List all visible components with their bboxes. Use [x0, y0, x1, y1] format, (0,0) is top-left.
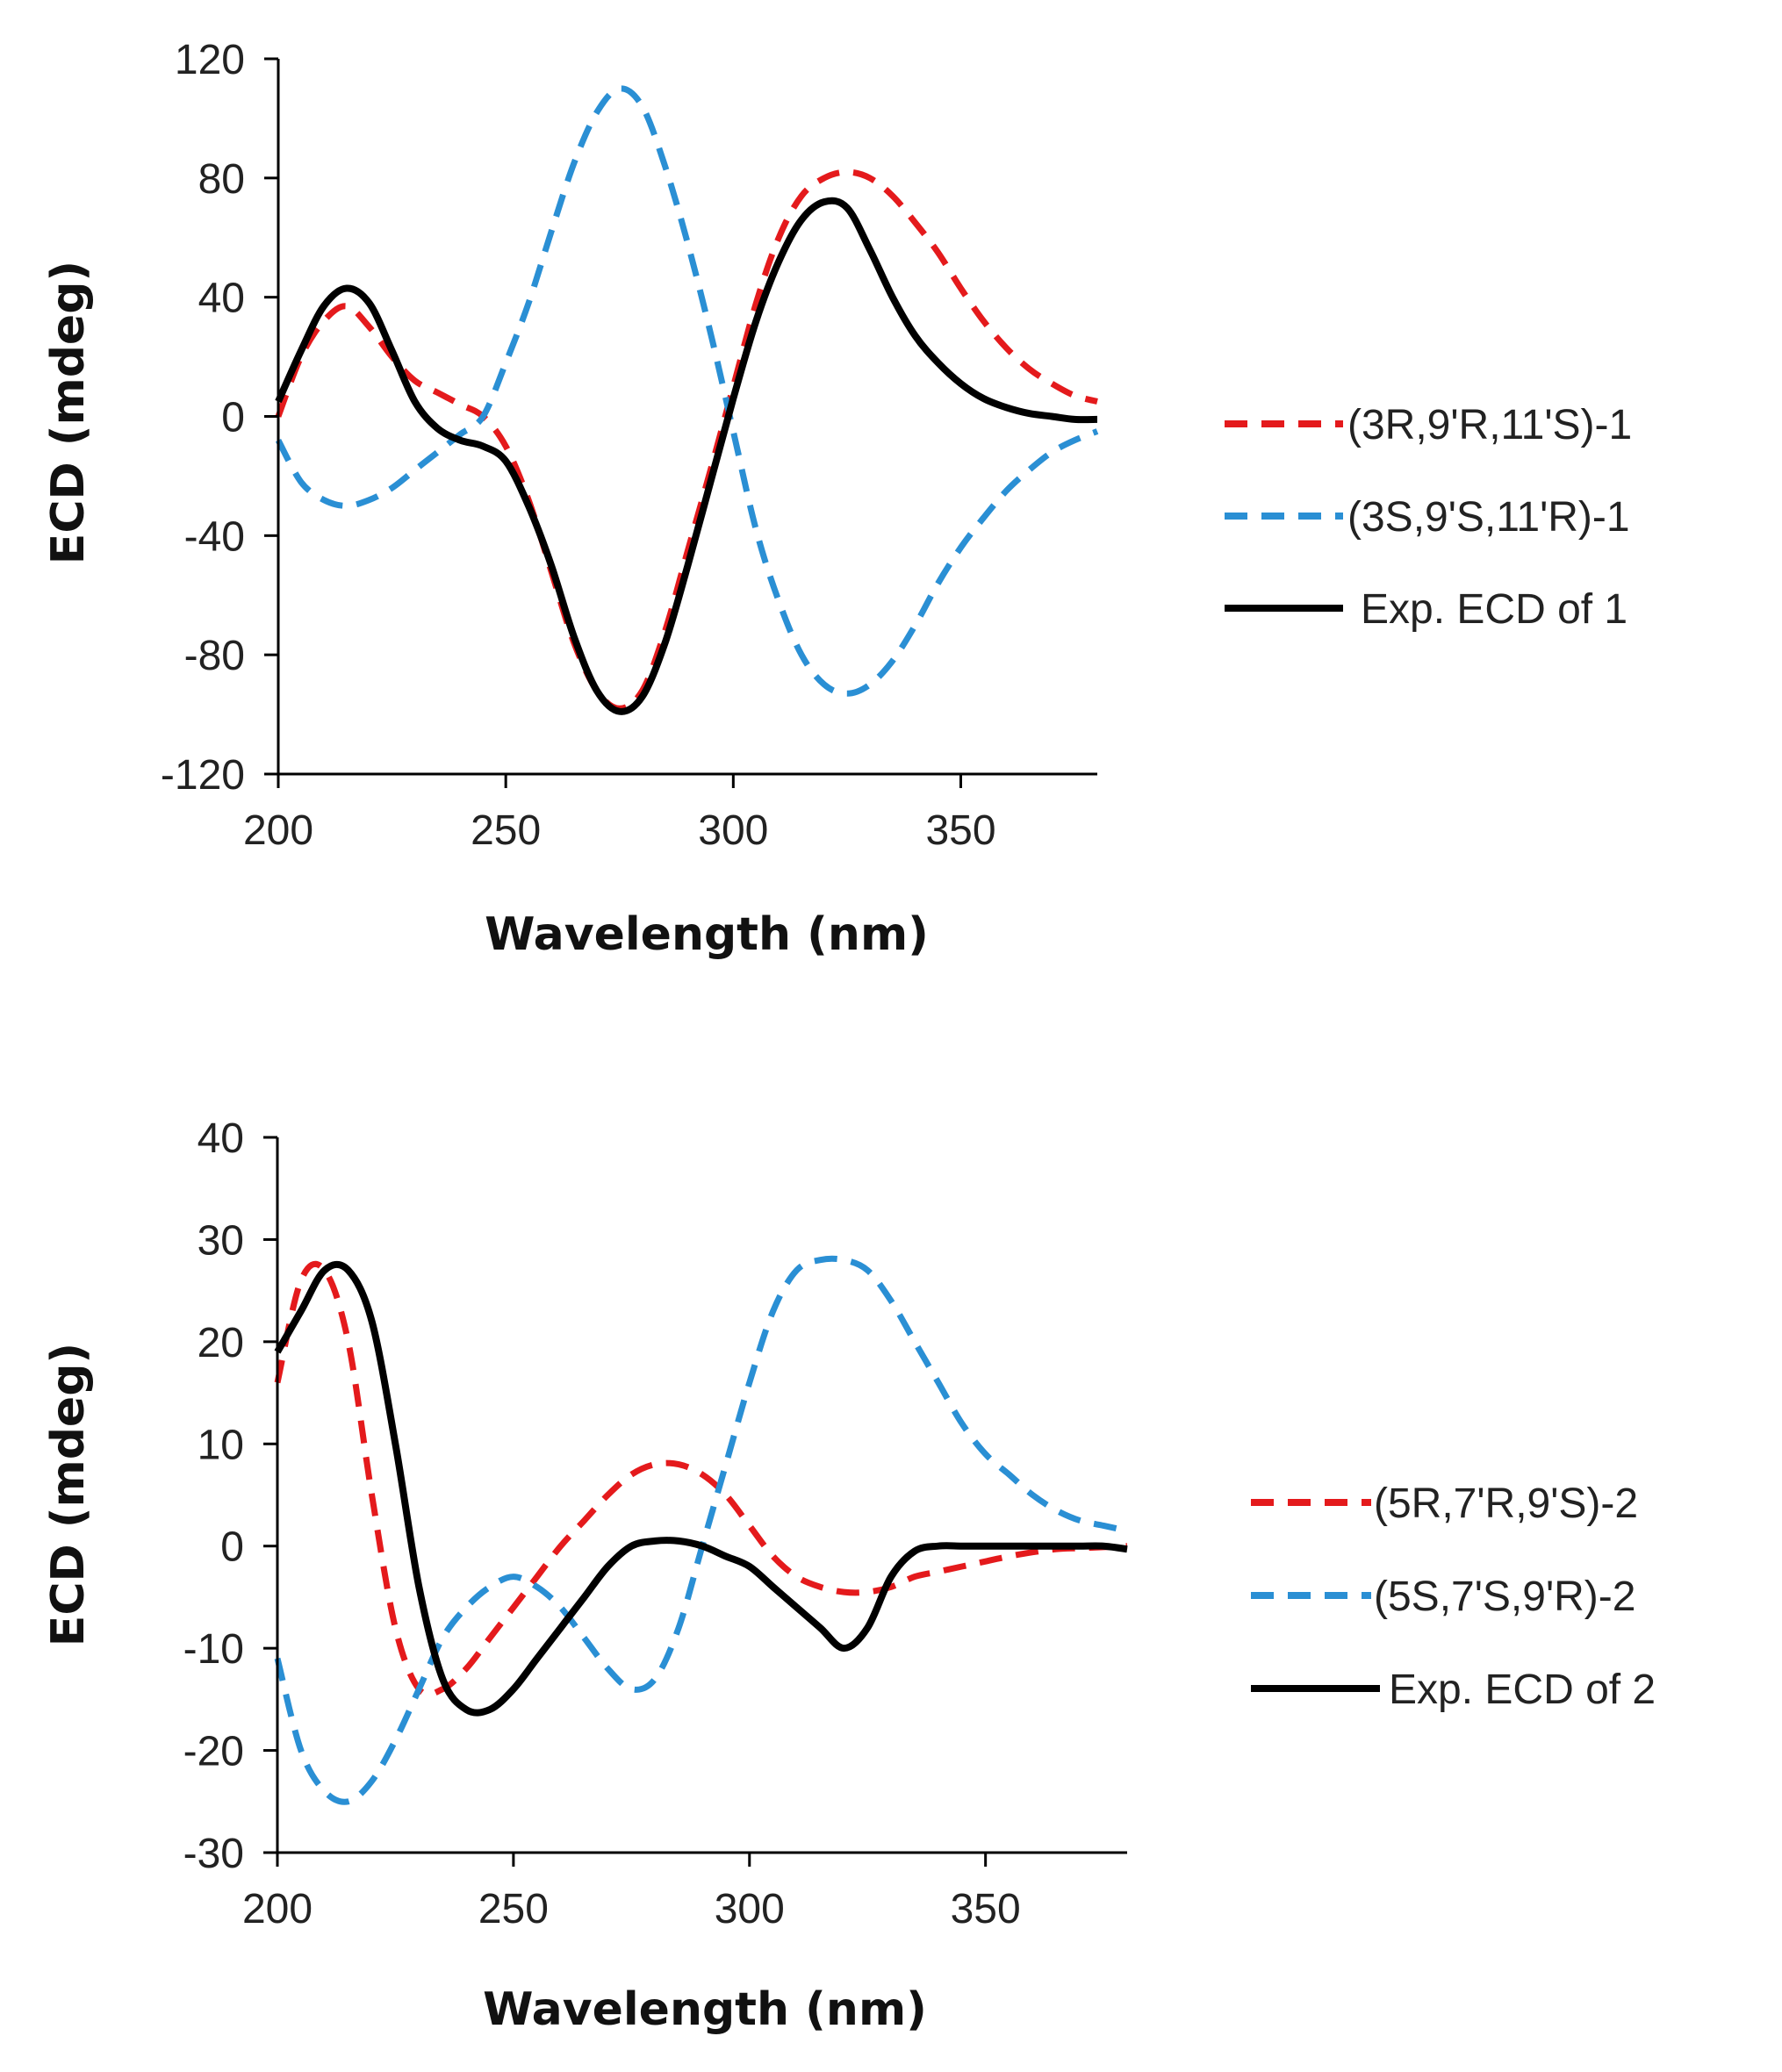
chart-1-x-tick-label: 250 — [471, 807, 541, 854]
chart-2-plot — [274, 1255, 1128, 1805]
chart-2-legend: (5R,7'R,9'S)-2 (5S,7'S,9'R)-2 Exp. ECD o… — [1251, 1481, 1656, 1713]
chart-1-y-tick-label: -40 — [184, 513, 245, 560]
chart-1-x-tick-label: 300 — [698, 807, 768, 854]
chart-2-series-line-exp-ecd-of-2 — [274, 1260, 1128, 1717]
chart-1-series-line-exp-ecd-of-1 — [275, 197, 1098, 715]
chart-2-x-tick-label: 300 — [715, 1886, 785, 1932]
chart-2-y-tick-label: 20 — [198, 1320, 244, 1366]
chart-2-x-axis-title: Wavelength (nm) — [483, 1983, 927, 2036]
chart-2-y-axis-title: ECD (mdeg) — [42, 1343, 95, 1646]
chart-2-x-ticks: 200 250 300 350 — [242, 1853, 1021, 1932]
chart-1-y-ticks: 120 80 40 0 -40 -80 -120 — [161, 37, 278, 799]
chart-2-y-tick-label: 10 — [198, 1422, 244, 1468]
chart-1-y-tick-label: -120 — [161, 752, 245, 799]
chart-1-series-line-3r-9-r-11-s-1 — [275, 168, 1098, 712]
chart-2: 40 30 20 10 0 -10 -20 -30 200 250 300 350 Waveleng… — [42, 1115, 1656, 2036]
chart-2-y-tick-label: -20 — [183, 1729, 244, 1775]
legend-label-5s7s9r-2: (5S,7'S,9'R)-2 — [1374, 1574, 1635, 1620]
chart-1-legend: (3R,9'R,11'S)-1 (3S,9'S,11'R)-1 Exp. ECD… — [1225, 402, 1632, 633]
chart-2-series-line-5s-7-s-9-r-2 — [274, 1255, 1128, 1805]
chart-1-y-tick-label: 80 — [198, 156, 245, 203]
chart-2-y-tick-label: -10 — [183, 1626, 244, 1673]
chart-1-plot — [275, 85, 1099, 715]
chart-1-x-tick-label: 200 — [243, 807, 313, 854]
chart-1-y-axis-title: ECD (mdeg) — [42, 261, 95, 564]
legend-label-3r9r11s-1: (3R,9'R,11'S)-1 — [1347, 402, 1632, 448]
legend-label-3s9s11r-1: (3S,9'S,11'R)-1 — [1347, 494, 1630, 541]
legend-label-exp-ecd-2: Exp. ECD of 2 — [1389, 1667, 1656, 1713]
chart-2-y-tick-label: 30 — [198, 1217, 244, 1264]
chart-2-x-tick-label: 350 — [951, 1886, 1021, 1932]
chart-2-x-tick-label: 200 — [242, 1886, 313, 1932]
legend-label-5r7r9s-2: (5R,7'R,9'S)-2 — [1374, 1481, 1638, 1527]
chart-2-series-line-5r-7-r-9-s-2 — [274, 1260, 1128, 1698]
chart-1-y-tick-label: 0 — [221, 395, 245, 441]
legend-label-exp-ecd-1: Exp. ECD of 1 — [1361, 586, 1628, 633]
chart-1-x-tick-label: 350 — [925, 807, 995, 854]
chart-1-y-tick-label: -80 — [184, 633, 245, 679]
chart-2-y-tick-label: 40 — [198, 1115, 244, 1162]
chart-1-y-tick-label: 40 — [198, 276, 245, 322]
chart-1: 120 80 40 0 -40 -80 -120 200 250 300 350 Waveleng… — [42, 37, 1632, 961]
chart-1-x-axis-title: Wavelength (nm) — [485, 908, 929, 961]
chart-1-series-line-3s-9-s-11-r-1 — [275, 85, 1099, 697]
chart-2-y-tick-label: -30 — [183, 1831, 244, 1877]
chart-1-y-tick-label: 120 — [175, 37, 245, 83]
chart-2-y-ticks: 40 30 20 10 0 -10 -20 -30 — [183, 1115, 277, 1877]
chart-1-x-ticks: 200 250 300 350 — [243, 774, 996, 854]
chart-2-y-tick-label: 0 — [220, 1524, 244, 1571]
chart-2-x-tick-label: 250 — [478, 1886, 549, 1932]
